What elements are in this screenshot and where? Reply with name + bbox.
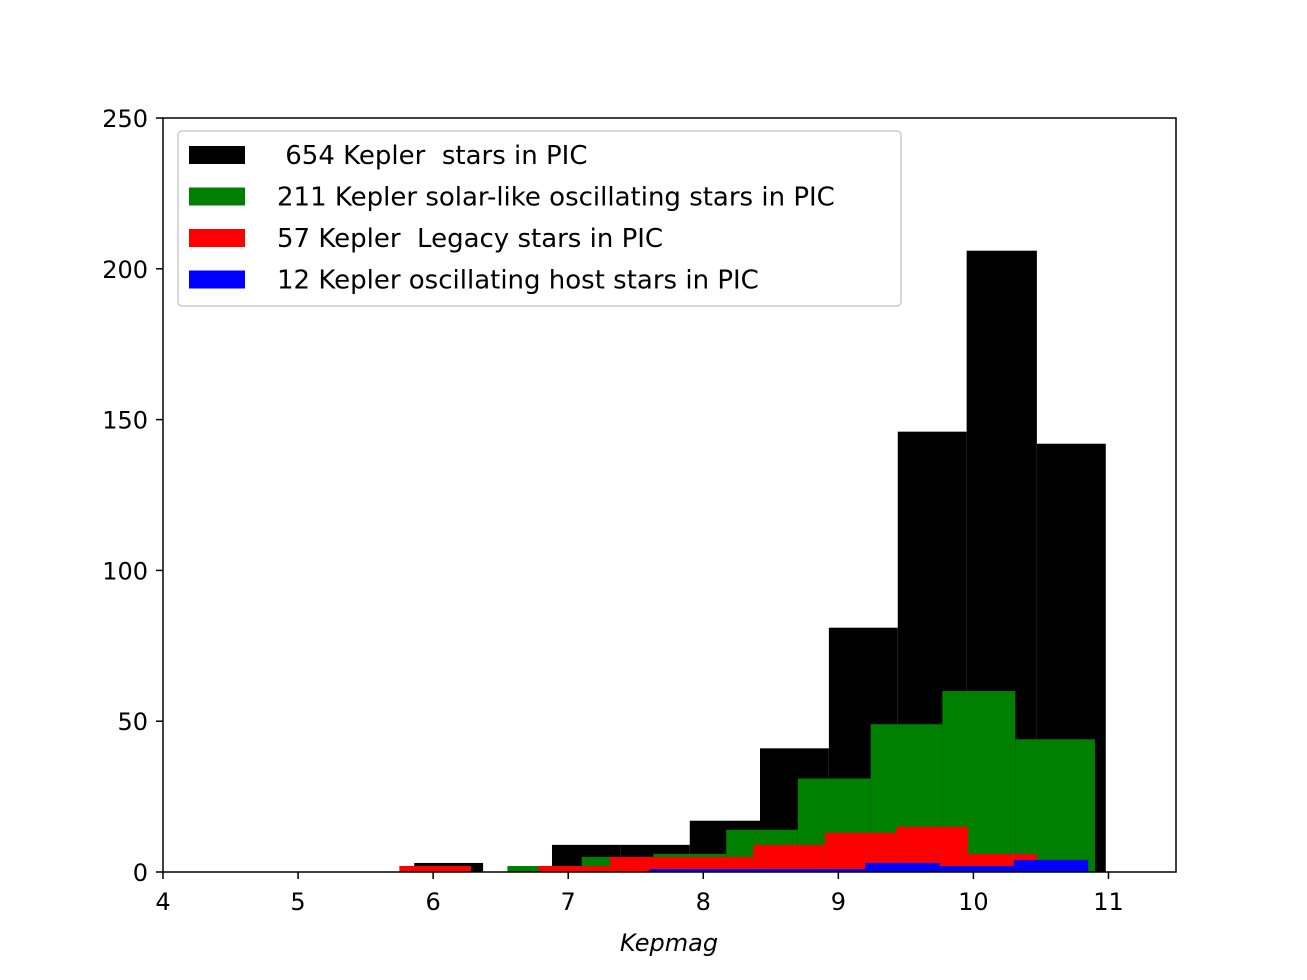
series-3-bars [649,859,1089,872]
histogram-bar [649,868,866,872]
y-tick-label: 200 [102,256,148,284]
y-tick-label: 150 [102,407,148,435]
legend-entry-label: 12 Kepler oscillating host stars in PIC [277,266,759,296]
x-tick-label: 7 [561,888,576,916]
histogram-bars [399,250,1106,873]
histogram-bar [538,865,611,872]
histogram-bar [399,865,471,872]
histogram-bar [610,856,682,872]
series-1-bars [507,691,1095,872]
x-tick-label: 11 [1093,888,1124,916]
y-tick-label: 100 [102,557,148,585]
axis-ticks: 4 5 6 7 8 9 10 11 0 50 100 150 200 250 [102,105,1124,916]
legend-entry-label: 211 Kepler solar-like oscillating stars … [277,183,835,213]
legend-entry-label: 57 Kepler Legacy stars in PIC [277,224,663,254]
x-tick-label: 9 [831,888,846,916]
histogram-bar [1015,739,1095,872]
histogram-bar [681,856,754,872]
histogram-bar [753,844,825,872]
histogram-bar [1013,859,1089,872]
y-tick-label: 250 [102,105,148,133]
x-axis-label: Kepmag [620,929,718,957]
series-2-bars [399,826,1037,872]
legend-box [177,130,902,307]
x-tick-label: 6 [425,888,440,916]
histogram-bar [865,862,940,872]
x-tick-label: 10 [958,888,989,916]
histogram-bar [939,865,1014,872]
histogram-bar [507,865,555,872]
legend-swatch [189,187,245,206]
x-tick-label: 8 [696,888,711,916]
plot-area-frame [162,117,1177,873]
y-tick-label: 0 [133,859,148,887]
legend-entry-label: 654 Kepler stars in PIC [277,141,588,171]
x-tick-label: 4 [155,888,170,916]
x-tick-label: 5 [290,888,305,916]
legend-swatch [189,270,245,289]
legend: 654 Kepler stars in PIC 211 Kepler solar-… [177,130,902,307]
legend-swatch [189,146,245,164]
y-tick-label: 50 [117,708,148,736]
legend-swatch [189,229,245,247]
